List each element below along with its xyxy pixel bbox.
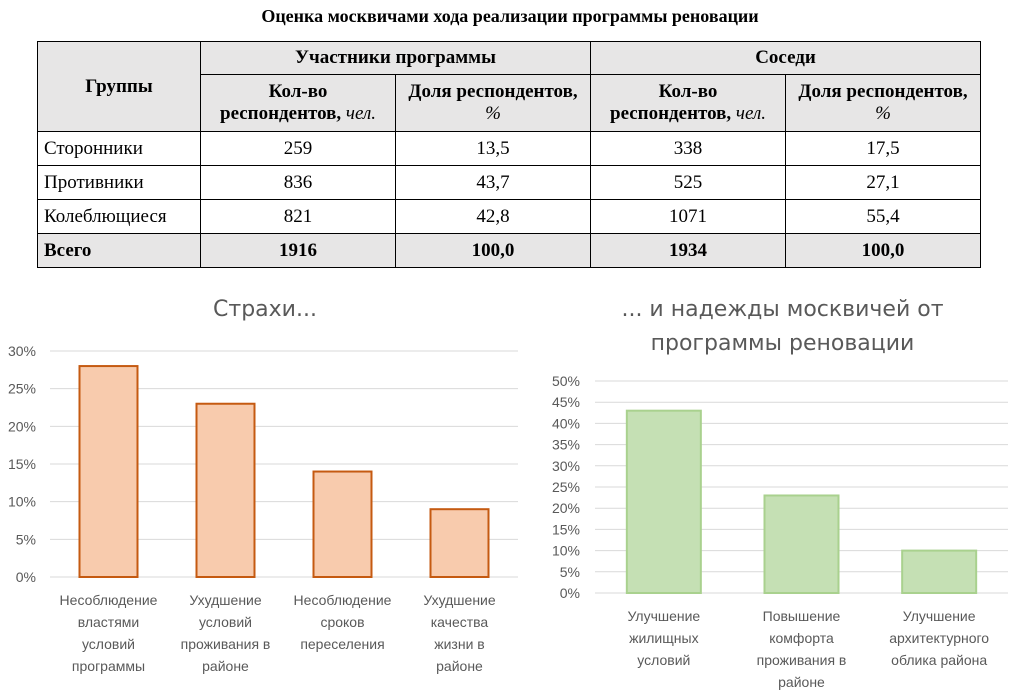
fears-category-label: Ухудшение	[189, 592, 262, 608]
hopes-tick-label: 30%	[552, 458, 580, 474]
total-label: Всего	[37, 233, 201, 268]
fears-bar	[312, 470, 373, 578]
participants-count-total: 1916	[200, 233, 396, 268]
fears-chart-title: Страхи...	[213, 297, 317, 322]
row-label: Сторонники	[37, 131, 201, 166]
fears-category-label: Несоблюдение	[60, 592, 158, 608]
page-title: Оценка москвичами хода реализации програ…	[261, 6, 759, 26]
hopes-category-label: условий	[637, 652, 690, 668]
hopes-bar	[901, 549, 978, 594]
hopes-category-label: комфорта	[769, 630, 834, 646]
participants-share-total: 100,0	[395, 233, 591, 268]
fears-category-label: жизни в	[434, 636, 484, 652]
hopes-category-label: облика района	[891, 652, 987, 668]
fears-category-label: условий	[82, 636, 135, 652]
fears-category-label: условий	[199, 614, 252, 630]
hopes-tick-label: 25%	[552, 479, 580, 495]
fears-category-label: сроков	[320, 614, 364, 630]
respondents-table: Группы Участники программы Соседи Кол-во…	[37, 41, 982, 268]
hopes-tick-label: 50%	[552, 373, 580, 389]
fears-tick-label: 5%	[16, 531, 36, 547]
fears-tick-label: 20%	[8, 418, 36, 434]
hopes-tick-label: 0%	[560, 585, 580, 601]
hopes-title-line: программы реновации	[650, 331, 915, 356]
hopes-bar	[625, 409, 702, 594]
fears-tick-label: 30%	[8, 343, 36, 359]
hopes-tick-label: 35%	[552, 437, 580, 453]
participants-count: 836	[200, 165, 396, 200]
fears-category-label: проживания в	[181, 636, 271, 652]
hopes-category-label: районе	[778, 674, 825, 690]
neighbors-count-total: 1934	[590, 233, 786, 268]
fears-tick-label: 10%	[8, 494, 36, 510]
fears-category-label: районе	[436, 658, 483, 674]
hopes-tick-label: 15%	[552, 521, 580, 537]
fears-category-label: переселения	[300, 636, 384, 652]
neighbors-count: 1071	[590, 199, 786, 234]
table-row: Сторонники 259 13,5 338 17,5	[37, 131, 982, 166]
fears-bar	[429, 508, 490, 579]
hopes-chart-title: ... и надежды москвичей от программы рен…	[560, 293, 1005, 361]
participants-share: 42,8	[395, 199, 591, 234]
fears-category-label: районе	[202, 658, 249, 674]
fears-category-label: Ухудшение	[423, 592, 496, 608]
hopes-tick-label: 40%	[552, 415, 580, 431]
row-label: Колеблющиеся	[37, 199, 201, 234]
neighbors-count-header: Кол-во респондентов, чел.	[590, 74, 786, 132]
row-label: Противники	[37, 165, 201, 200]
participants-count-header: Кол-во респондентов, чел.	[200, 74, 396, 132]
participants-share: 43,7	[395, 165, 591, 200]
neighbors-share: 17,5	[784, 131, 982, 166]
hopes-tick-label: 20%	[552, 500, 580, 516]
hopes-category-label: Улучшение	[903, 608, 976, 624]
hopes-title-line: ... и надежды москвичей от	[621, 297, 944, 322]
hopes-tick-label: 45%	[552, 394, 580, 410]
fears-category-label: программы	[72, 658, 145, 674]
neighbors-share-total: 100,0	[784, 233, 982, 268]
participants-count: 259	[200, 131, 396, 166]
fears-bar	[195, 402, 256, 578]
hopes-tick-label: 5%	[560, 564, 580, 580]
hopes-category-label: Повышение	[763, 608, 841, 624]
neighbors-share: 55,4	[784, 199, 982, 234]
fears-tick-label: 15%	[8, 456, 36, 472]
table-row: Колеблющиеся 821 42,8 1071 55,4	[37, 199, 982, 234]
fears-category-label: властями	[78, 614, 140, 630]
neighbors-share: 27,1	[784, 165, 982, 200]
fears-tick-label: 0%	[16, 569, 36, 585]
hopes-category-label: жилищных	[629, 630, 699, 646]
hopes-category-label: архитектурного	[889, 630, 989, 646]
hopes-category-label: Улучшение	[627, 608, 700, 624]
participants-count: 821	[200, 199, 396, 234]
fears-tick-label: 25%	[8, 381, 36, 397]
table-total-row: Всего 1916 100,0 1934 100,0	[37, 233, 982, 268]
hopes-bar	[763, 494, 840, 595]
neighbors-header: Соседи	[589, 41, 982, 75]
participants-header: Участники программы	[200, 41, 591, 75]
fears-category-label: Несоблюдение	[294, 592, 392, 608]
neighbors-share-header: Доля респондентов, %	[784, 74, 982, 132]
fears-category-label: качества	[431, 614, 489, 630]
fears-bar	[78, 365, 139, 579]
hopes-tick-label: 10%	[552, 543, 580, 559]
hopes-category-label: проживания в	[757, 652, 847, 668]
